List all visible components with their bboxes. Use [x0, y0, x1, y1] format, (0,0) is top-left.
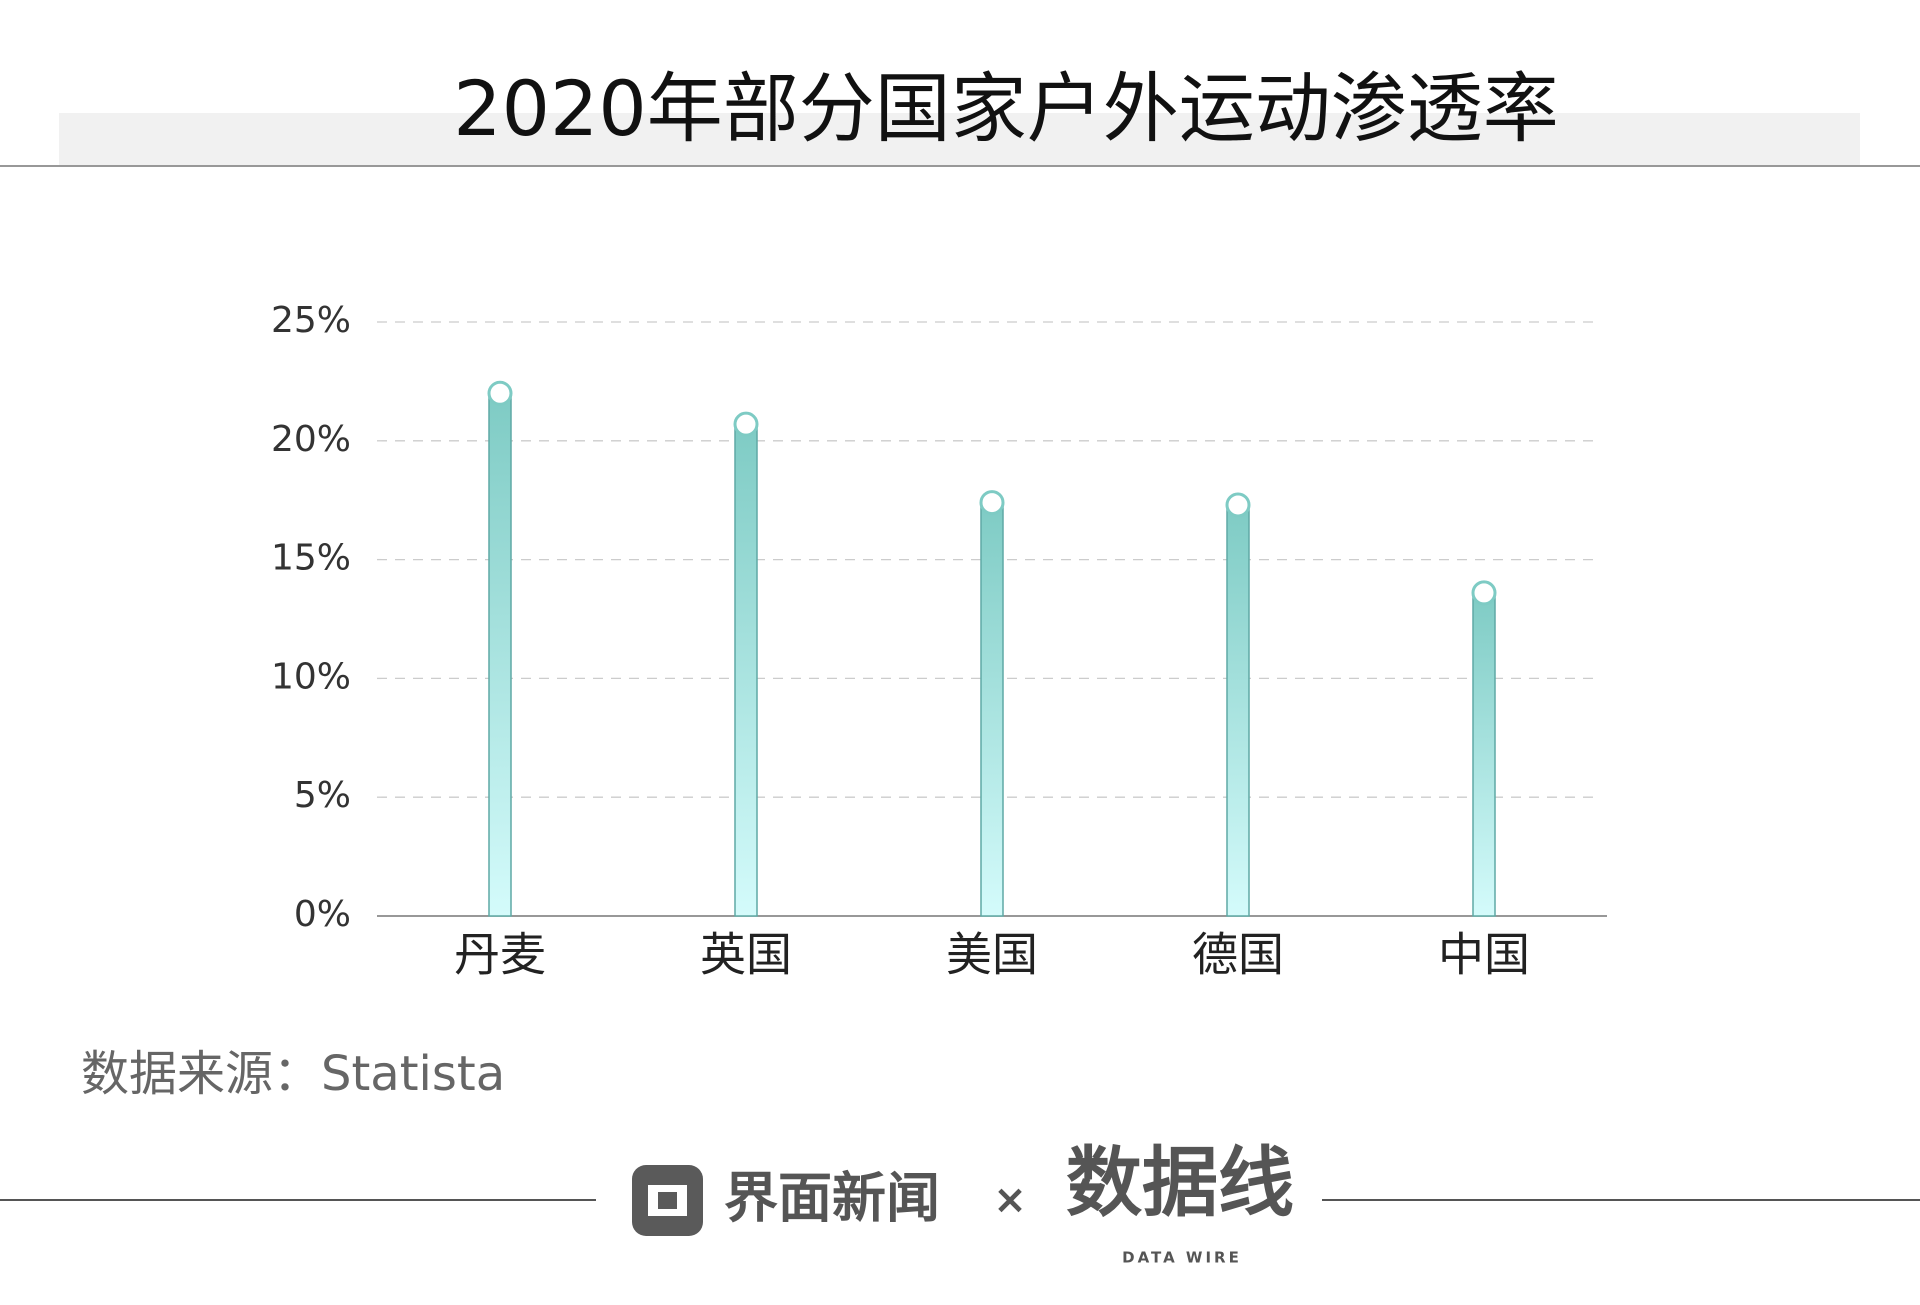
brand-icon [632, 1165, 703, 1236]
title-band [59, 113, 1860, 165]
x-tick-label: 英国 [700, 928, 792, 982]
brand: 界面新闻 [724, 1167, 940, 1230]
y-tick-label: 0% [294, 894, 351, 935]
logo: 数据线 [1066, 1138, 1294, 1227]
x-tick-label: 丹麦 [454, 928, 546, 982]
y-tick-label: 10% [271, 656, 351, 697]
y-tick-label: 25% [271, 300, 351, 341]
bar [1226, 504, 1250, 917]
x-tick-label: 德国 [1192, 928, 1284, 982]
bar [488, 392, 512, 917]
brand-icon-glyph [648, 1185, 687, 1216]
bar-marker [979, 490, 1005, 516]
bar [734, 423, 758, 917]
bar-marker [1471, 580, 1497, 606]
bar [980, 501, 1004, 917]
y-tick-label: 20% [271, 419, 351, 460]
bar-marker [1225, 492, 1251, 518]
y-tick-label: 15% [271, 538, 351, 579]
cross: × [993, 1177, 1027, 1223]
y-tick-label: 5% [294, 775, 351, 816]
x-tick-label: 美国 [946, 928, 1038, 982]
bar-marker [733, 411, 759, 437]
bar-marker [487, 380, 513, 406]
chart-title: 2020年部分国家户外运动渗透率 [453, 64, 1558, 153]
logo-sub: DATA WIRE [1122, 1249, 1242, 1267]
bar [1472, 592, 1496, 917]
x-tick-label: 中国 [1438, 928, 1530, 982]
source: 数据来源：Statista [81, 1046, 505, 1102]
